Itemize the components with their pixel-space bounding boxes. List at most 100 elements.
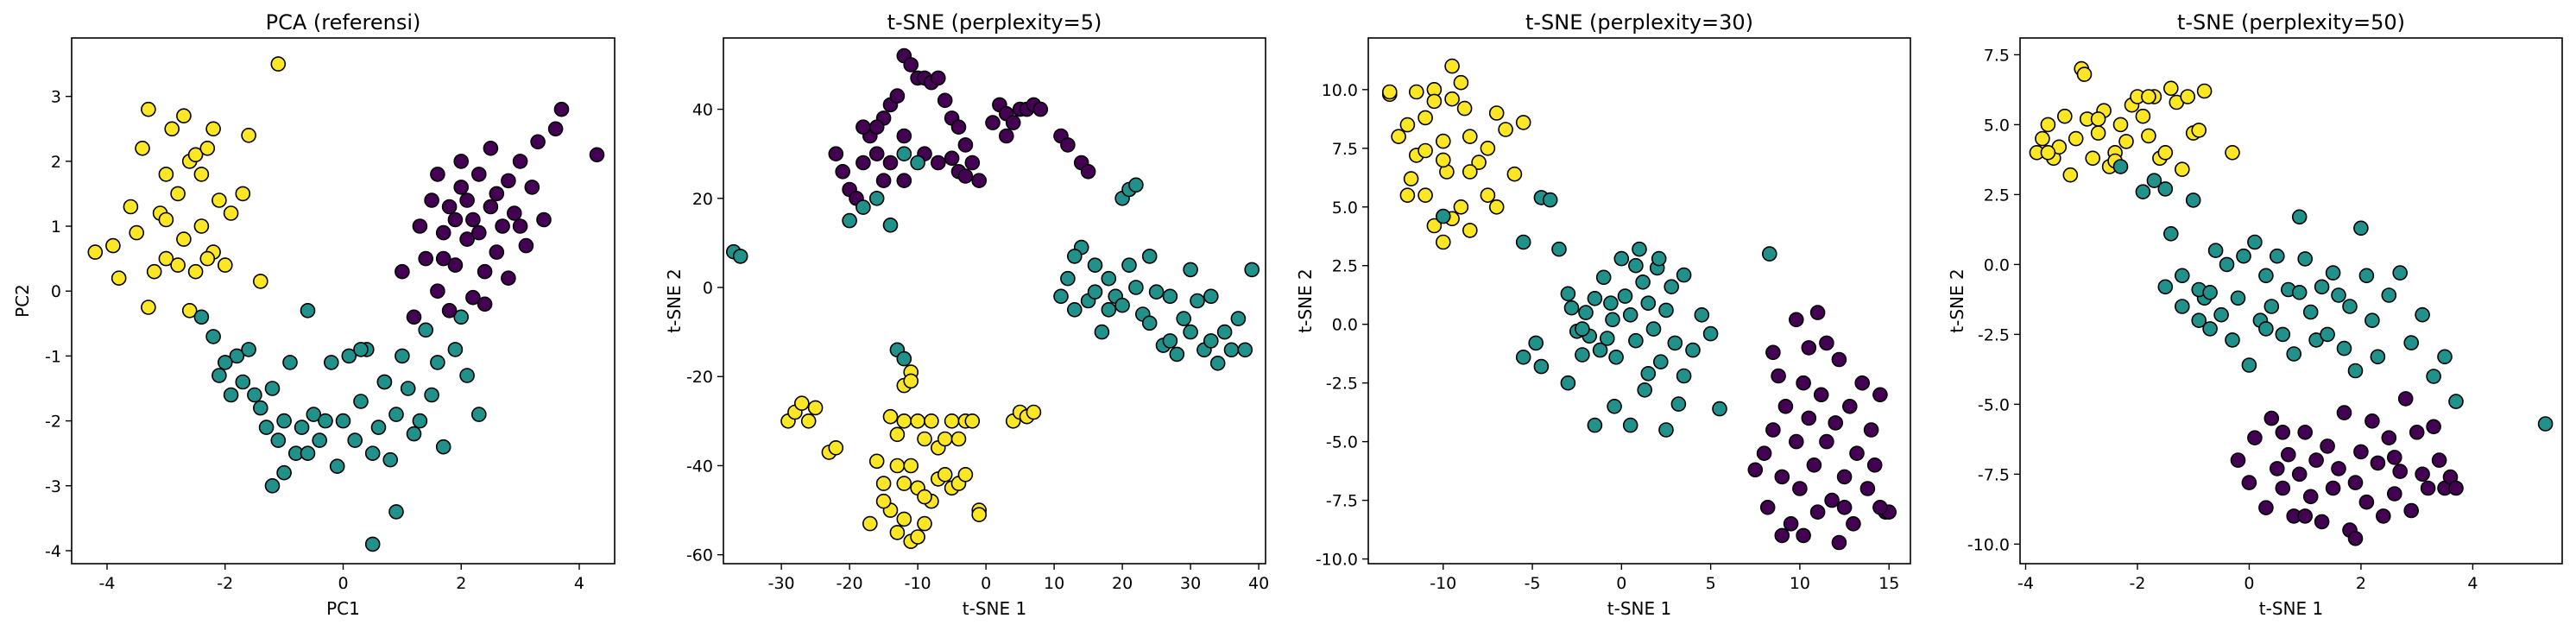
data-point-class-2: [141, 101, 156, 117]
data-point-class-1: [1169, 346, 1185, 363]
y-tick-label: -7.5: [1978, 465, 2010, 484]
data-point-class-2: [917, 515, 932, 532]
data-point-class-2: [193, 167, 210, 182]
data-points: [725, 47, 1260, 550]
data-point-class-0: [1863, 422, 1879, 438]
data-point-class-1: [2263, 299, 2280, 314]
data-point-class-2: [1462, 129, 1478, 144]
data-point-class-1: [2157, 181, 2174, 197]
y-tick-label: 7.5: [1332, 140, 1358, 159]
data-point-class-0: [2291, 466, 2308, 483]
data-point-class-0: [2387, 486, 2402, 502]
data-point-class-0: [453, 180, 470, 195]
data-point-class-1: [2448, 394, 2464, 409]
data-point-class-2: [146, 263, 162, 280]
data-point-class-2: [793, 395, 810, 412]
x-tick-label: -30: [768, 574, 795, 593]
data-point-class-1: [1128, 280, 1144, 295]
data-point-class-0: [882, 155, 899, 171]
data-point-class-1: [1101, 301, 1117, 318]
data-point-class-0: [1080, 164, 1096, 180]
data-point-class-0: [424, 192, 439, 208]
y-tick-label: 3: [51, 88, 61, 107]
data-point-class-1: [896, 350, 912, 367]
data-point-class-2: [1382, 84, 1398, 100]
data-point-class-2: [1436, 234, 1451, 250]
x-tick-label: 20: [1112, 574, 1133, 593]
data-point-class-1: [1203, 288, 1219, 305]
data-point-class-2: [2225, 145, 2240, 161]
x-tick-label: -10: [1430, 574, 1456, 593]
data-point-class-1: [1575, 321, 1590, 337]
data-point-class-0: [459, 231, 475, 247]
chart-title: t-SNE (perplexity=5): [887, 10, 1102, 35]
data-point-class-1: [1515, 349, 1531, 365]
data-point-class-2: [889, 525, 906, 540]
data-point-class-0: [512, 218, 528, 234]
data-point-class-1: [1060, 270, 1076, 287]
data-point-class-1: [2185, 192, 2201, 208]
data-point-class-2: [2090, 111, 2106, 127]
data-point-class-1: [217, 355, 233, 370]
data-point-class-1: [732, 249, 748, 264]
data-point-class-1: [1114, 297, 1130, 313]
data-point-class-1: [2163, 225, 2179, 242]
data-point-class-1: [2426, 369, 2441, 384]
y-tick-label: 40: [692, 101, 713, 120]
data-point-class-2: [910, 529, 925, 545]
data-point-class-0: [1872, 387, 1888, 403]
data-point-class-1: [1676, 267, 1692, 283]
y-tick-label: -10.0: [1967, 535, 2010, 554]
data-point-class-2: [193, 218, 210, 234]
data-point-class-2: [135, 141, 150, 156]
data-point-class-1: [1551, 241, 1567, 257]
data-point-class-1: [882, 217, 899, 233]
data-point-class-0: [2347, 530, 2364, 546]
data-point-class-0: [875, 173, 892, 188]
x-tick-label: 0: [1616, 574, 1626, 593]
data-point-class-0: [856, 155, 871, 171]
data-point-class-1: [1628, 332, 1644, 349]
data-point-class-1: [2297, 251, 2313, 267]
x-tick-label: 10: [1790, 574, 1810, 593]
x-tick-label: -2: [217, 574, 233, 593]
data-point-class-0: [435, 250, 451, 267]
data-point-class-1: [2135, 184, 2151, 199]
data-point-class-0: [1819, 433, 1834, 450]
data-point-class-1: [1667, 335, 1683, 351]
data-point-class-1: [1640, 365, 1657, 382]
x-tick-label: 10: [1044, 574, 1064, 593]
y-tick-label: 10.0: [1322, 81, 1358, 100]
data-point-class-1: [1622, 417, 1638, 433]
data-point-class-0: [1747, 462, 1764, 478]
data-point-class-1: [1101, 270, 1117, 287]
data-point-class-0: [1777, 398, 1794, 414]
data-point-class-1: [294, 420, 310, 435]
data-point-class-0: [2415, 466, 2430, 483]
y-axis-label: PC2: [12, 284, 33, 318]
data-point-class-2: [937, 466, 953, 483]
data-point-class-1: [896, 146, 912, 161]
data-point-class-0: [2270, 461, 2285, 476]
data-point-class-2: [2157, 145, 2174, 161]
data-point-class-2: [937, 431, 953, 447]
data-point-class-0: [2403, 502, 2419, 519]
data-point-class-1: [2202, 284, 2218, 300]
data-point-class-2: [1480, 187, 1496, 203]
data-point-class-1: [2202, 321, 2218, 337]
data-point-class-1: [2275, 326, 2291, 343]
data-point-class-1: [2286, 346, 2301, 362]
data-point-class-2: [2191, 123, 2207, 138]
data-point-class-2: [199, 250, 216, 267]
data-point-class-0: [441, 199, 458, 215]
y-tick-label: 0.0: [1332, 316, 1358, 335]
data-point-class-1: [418, 322, 434, 338]
data-point-class-0: [483, 199, 499, 215]
data-point-class-1: [2381, 287, 2397, 303]
data-point-class-2: [1462, 164, 1478, 180]
data-point-class-2: [187, 263, 204, 280]
y-tick-label: -3: [45, 477, 61, 496]
data-point-class-0: [1859, 481, 1876, 496]
data-point-class-0: [553, 101, 570, 117]
x-tick-label: 4: [2467, 574, 2478, 593]
